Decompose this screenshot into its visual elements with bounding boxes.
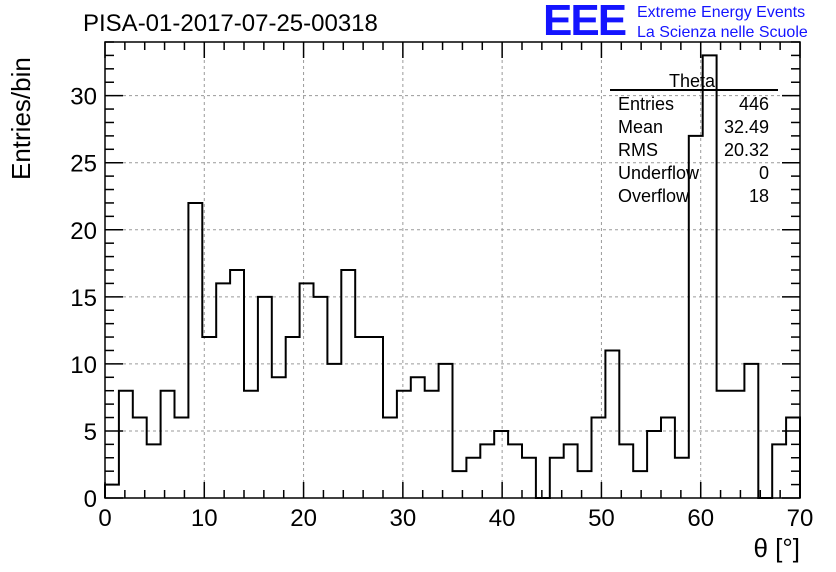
logo-tagline-2: La Scienza nelle Scuole (637, 24, 808, 41)
stats-label: RMS (618, 140, 658, 160)
grid-lines (105, 42, 800, 498)
y-tick-label: 25 (70, 151, 97, 178)
stats-value: 18 (749, 186, 769, 206)
axis-ticks (104, 41, 801, 499)
y-tick-label: 30 (70, 84, 97, 111)
stats-title: Theta (669, 71, 716, 91)
x-tick-label: 70 (787, 505, 814, 532)
x-tick-label: 40 (489, 505, 516, 532)
stats-value: 0 (759, 163, 769, 183)
y-axis-label: Entries/bin (6, 57, 36, 180)
histogram-series (104, 54, 801, 499)
x-tick-label: 30 (390, 505, 417, 532)
eee-logo-mark: EEE (543, 0, 627, 45)
y-tick-label: 10 (70, 352, 97, 379)
stats-label: Mean (618, 117, 663, 137)
stats-box: Theta Entries 446 Mean 32.49 RMS 20.32 Underfl… (610, 71, 778, 206)
x-tick-label: 50 (588, 505, 615, 532)
y-tick-label: 20 (70, 218, 97, 245)
page-title: PISA-01-2017-07-25-00318 (83, 10, 378, 37)
x-axis-label: θ [°] (753, 533, 800, 563)
x-tick-labels: 0 10 20 30 40 50 60 70 (98, 505, 813, 532)
eee-logo: EEE Extreme Energy Events La Scienza nel… (543, 0, 835, 45)
x-tick-label: 10 (191, 505, 218, 532)
stats-label: Underflow (618, 163, 700, 183)
logo-tagline-1: Extreme Energy Events (637, 4, 806, 21)
stats-value: 20.32 (724, 140, 769, 160)
y-tick-labels: 0 5 10 15 20 25 30 (70, 84, 97, 513)
stats-value: 32.49 (724, 117, 769, 137)
stats-label: Overflow (618, 186, 690, 206)
x-tick-label: 20 (290, 505, 317, 532)
y-tick-label: 15 (70, 285, 97, 312)
y-tick-label: 5 (84, 419, 97, 446)
x-tick-label: 0 (98, 505, 111, 532)
y-tick-label: 0 (84, 486, 97, 513)
x-tick-label: 60 (687, 505, 714, 532)
stats-value: 446 (739, 94, 769, 114)
stats-label: Entries (618, 94, 674, 114)
